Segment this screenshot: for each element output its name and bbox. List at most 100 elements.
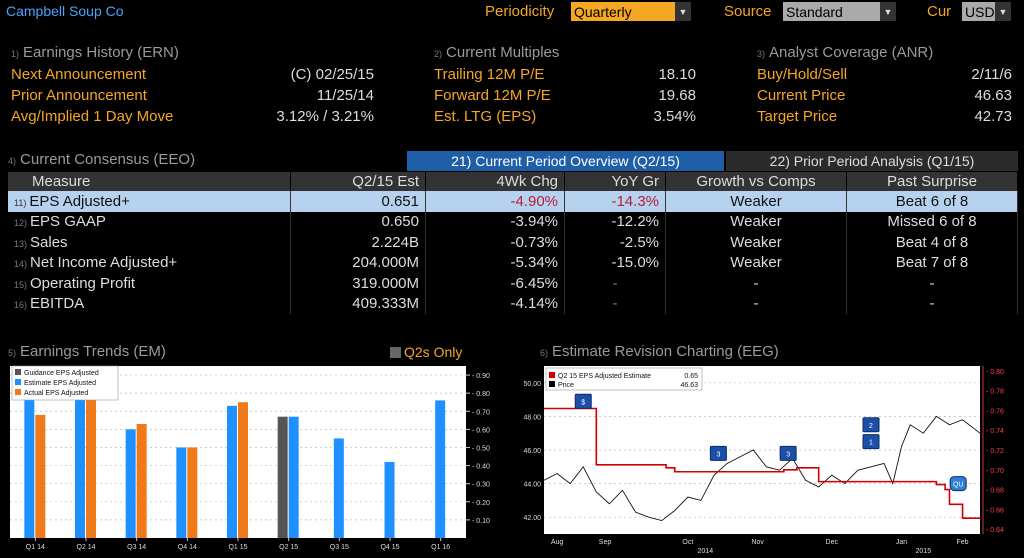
- marker-box: [862, 434, 880, 450]
- buy-hold-sell-label: Buy/Hold/Sell: [757, 66, 848, 83]
- four-week-change-cell: -5.34%: [425, 252, 565, 273]
- column-header[interactable]: Measure: [8, 172, 291, 191]
- y-tick-label: - 0.90: [472, 373, 490, 380]
- marker-box: [709, 445, 727, 461]
- x-month-label: Feb: [957, 539, 969, 546]
- measure-cell: 13) Sales: [8, 232, 291, 253]
- growth-vs-comps-cell: -: [665, 293, 847, 314]
- legend-swatch: [15, 389, 21, 395]
- q2s-only-label: Q2s Only: [404, 344, 463, 360]
- table-row[interactable]: 16) EBITDA 409.333M -4.14% - - -: [8, 293, 1018, 314]
- past-surprise-cell: Beat 4 of 8: [846, 232, 1018, 253]
- current-price-value: 46.63: [974, 87, 1012, 104]
- table-row[interactable]: 13) Sales 2.224B -0.73% -2.5% Weaker Beat 4 of…: [8, 232, 1018, 253]
- source-dropdown[interactable]: Standard ▼: [783, 2, 896, 21]
- bar: [187, 447, 198, 538]
- tab-current-period[interactable]: 21) Current Period Overview (Q2/15): [407, 151, 724, 171]
- estimate-cell: 0.650: [290, 211, 426, 232]
- currency-dropdown[interactable]: USD ▼: [962, 2, 1011, 21]
- x-tick-label: Q3 15: [330, 544, 349, 551]
- trailing-pe-label: Trailing 12M P/E: [434, 66, 545, 83]
- row-number: 16): [14, 300, 28, 311]
- right-tick-label: - 0.78: [986, 389, 1004, 396]
- periodicity-dropdown[interactable]: Quarterly ▼: [571, 2, 691, 21]
- table-header-row: Measure Q2/15 Est 4Wk Chg YoY Gr Growth …: [8, 172, 1018, 191]
- legend-value: 0.65: [684, 373, 698, 380]
- event-marker[interactable]: 1: [862, 434, 880, 450]
- marker-label: QU: [953, 482, 964, 489]
- measure-label: Sales: [30, 233, 68, 251]
- marker-box: [949, 476, 967, 492]
- bar: [136, 423, 147, 538]
- x-tick-label: Q1 14: [26, 544, 45, 551]
- column-header[interactable]: YoY Gr: [564, 172, 666, 191]
- event-marker[interactable]: QU: [949, 476, 967, 492]
- past-surprise-cell: Beat 7 of 8: [846, 252, 1018, 273]
- earnings-history-header[interactable]: 1) Earnings History (ERN): [11, 44, 179, 61]
- past-surprise-cell: Beat 6 of 8: [846, 191, 1018, 212]
- earnings-trends-header[interactable]: 5) Earnings Trends (EM): [8, 343, 166, 360]
- bar: [24, 384, 35, 538]
- cur-label: Cur: [927, 3, 952, 20]
- chevron-down-icon: ▼: [880, 2, 896, 21]
- right-tick-label: - 0.70: [986, 468, 1004, 475]
- chevron-down-icon: ▼: [675, 2, 691, 21]
- analyst-coverage-header[interactable]: 3) Analyst Coverage (ANR): [757, 44, 934, 61]
- right-tick-label: - 0.80: [986, 369, 1004, 376]
- company-title: Campbell Soup Co: [6, 3, 124, 19]
- four-week-change-cell: -3.94%: [425, 211, 565, 232]
- event-marker[interactable]: 3: [779, 445, 797, 461]
- column-header[interactable]: 4Wk Chg: [425, 172, 565, 191]
- column-header[interactable]: Growth vs Comps: [665, 172, 847, 191]
- table-row[interactable]: 12) EPS GAAP 0.650 -3.94% -12.2% Weaker Missed…: [8, 211, 1018, 232]
- four-week-change-cell: -6.45%: [425, 273, 565, 294]
- bar: [75, 389, 85, 538]
- legend-swatch: [549, 372, 555, 378]
- growth-vs-comps-cell: Weaker: [665, 191, 847, 212]
- x-tick-label: Q4 14: [178, 544, 197, 551]
- row-number: 11): [14, 197, 27, 208]
- x-tick-label: Q1 15: [228, 544, 247, 551]
- table-row[interactable]: 11) EPS Adjusted+ 0.651 -4.90% -14.3% Weaker B…: [8, 191, 1018, 212]
- yoy-growth-cell: -: [564, 293, 666, 314]
- event-marker[interactable]: $: [574, 393, 592, 409]
- y-tick-label: - 0.30: [472, 482, 490, 489]
- right-tick-label: - 0.68: [986, 488, 1004, 495]
- yoy-growth-cell: -15.0%: [564, 252, 666, 273]
- prior-announcement-value: 11/25/14: [316, 87, 374, 104]
- marker-label: 3: [716, 451, 720, 458]
- earnings-trends-chart[interactable]: - 0.90 - 0.80 - 0.70 - 0.60 - 0.50 - 0.40 - 0.…: [8, 362, 498, 556]
- column-header[interactable]: Past Surprise: [846, 172, 1018, 191]
- y-tick-label: - 0.60: [472, 427, 490, 434]
- bar: [125, 429, 136, 538]
- x-tick-label: Q1 16: [431, 544, 450, 551]
- forward-pe-label: Forward 12M P/E: [434, 87, 551, 104]
- current-multiples-header: 2) Current Multiples: [434, 44, 560, 61]
- chart-legend: Guidance EPS Adjusted Estimate EPS Adjust…: [11, 365, 119, 401]
- measure-cell: 11) EPS Adjusted+: [8, 191, 291, 212]
- marker-label: 3: [786, 451, 790, 458]
- event-marker[interactable]: 3: [709, 445, 727, 461]
- x-month-label: Dec: [826, 539, 839, 546]
- event-marker[interactable]: 2: [862, 417, 880, 433]
- legend-entry: Actual EPS Adjusted: [24, 390, 88, 397]
- marker-label: 2: [869, 423, 873, 430]
- q2s-only-toggle[interactable]: Q2s Only: [390, 344, 462, 360]
- current-consensus-header[interactable]: 4) Current Consensus (EEO): [8, 151, 196, 168]
- estimate-revision-chart[interactable]: 50.00 48.00 46.00 44.00 42.00 - 0.80 - 0.78 - 0…: [510, 362, 1022, 556]
- table-row[interactable]: 14) Net Income Adjusted+ 204.000M -5.34% -15…: [8, 252, 1018, 273]
- chart-legend: Q2 15 EPS Adjusted Estimate 0.65 Price 46.6…: [545, 367, 703, 391]
- x-month-label: Aug: [551, 539, 564, 546]
- current-price-label: Current Price: [757, 87, 846, 104]
- table-row[interactable]: 15) Operating Profit 319.000M -6.45% - - -: [8, 273, 1018, 294]
- x-tick-label: Q2 14: [76, 544, 95, 551]
- estimate-revision-header[interactable]: 6) Estimate Revision Charting (EEG): [540, 343, 779, 360]
- growth-vs-comps-cell: -: [665, 273, 847, 294]
- estimate-cell: 319.000M: [290, 273, 426, 294]
- forward-pe-value: 19.68: [658, 87, 696, 104]
- estimate-series-line: [544, 407, 980, 519]
- tab-prior-period[interactable]: 22) Prior Period Analysis (Q1/15): [726, 151, 1018, 171]
- column-header[interactable]: Q2/15 Est: [290, 172, 426, 191]
- x-month-label: Nov: [751, 539, 764, 546]
- yoy-growth-cell: -12.2%: [564, 211, 666, 232]
